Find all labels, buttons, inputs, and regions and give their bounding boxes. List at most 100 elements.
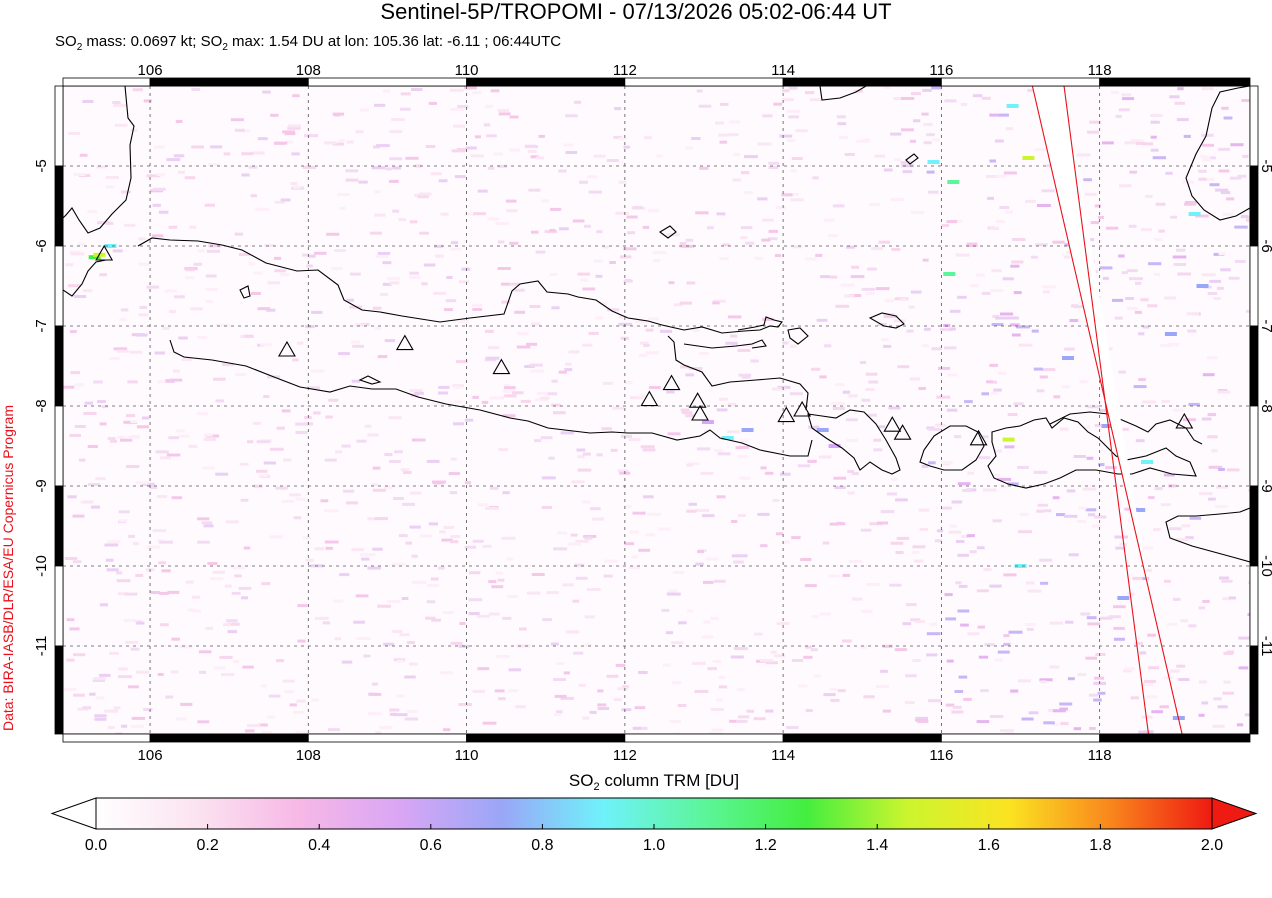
noise-pixel — [73, 693, 85, 697]
noise-pixel — [74, 425, 86, 428]
noise-pixel — [136, 481, 149, 485]
noise-pixel — [1122, 97, 1135, 101]
noise-pixel — [958, 675, 968, 679]
noise-pixel — [954, 690, 964, 693]
noise-pixel — [1007, 413, 1018, 416]
noise-pixel — [404, 675, 416, 679]
noise-pixel — [1068, 553, 1079, 557]
noise-pixel — [576, 448, 586, 452]
noise-pixel — [353, 620, 365, 624]
noise-pixel — [241, 596, 248, 600]
noise-pixel — [126, 414, 136, 418]
noise-pixel — [379, 726, 393, 730]
noise-pixel — [164, 289, 177, 293]
kalimantan-coastline — [819, 86, 867, 101]
noise-pixel — [700, 472, 714, 475]
noise-pixel — [456, 360, 468, 364]
noise-pixel — [1154, 238, 1163, 241]
noise-pixel — [1027, 88, 1035, 92]
x-tick-label: 112 — [613, 62, 637, 79]
noise-pixel — [124, 592, 138, 596]
colorbar-tick-label: 1.2 — [754, 837, 776, 853]
colorbar-tick-label: 1.8 — [1089, 837, 1111, 853]
noise-pixel — [1063, 255, 1071, 259]
noise-pixel — [535, 156, 544, 160]
noise-pixel — [239, 462, 249, 466]
noise-pixel — [110, 439, 117, 443]
noise-pixel — [719, 397, 728, 401]
noise-pixel — [955, 253, 970, 257]
noise-pixel — [597, 703, 607, 707]
noise-pixel — [1138, 332, 1145, 336]
noise-pixel — [967, 632, 980, 636]
noise-pixel — [1176, 248, 1186, 252]
noise-pixel — [400, 92, 411, 96]
noise-pixel — [223, 623, 231, 627]
noise-pixel — [220, 673, 235, 677]
noise-pixel — [449, 247, 462, 251]
noise-pixel — [112, 249, 123, 253]
so2-cell — [943, 272, 956, 276]
noise-pixel — [423, 263, 436, 267]
noise-pixel — [782, 540, 791, 544]
noise-pixel — [1218, 252, 1226, 256]
noise-pixel — [1049, 621, 1063, 625]
noise-pixel — [508, 148, 520, 152]
noise-pixel — [551, 306, 560, 310]
noise-pixel — [1122, 427, 1129, 431]
noise-pixel — [257, 137, 268, 141]
noise-pixel — [823, 693, 836, 697]
noise-pixel — [168, 225, 178, 229]
noise-pixel — [488, 346, 500, 350]
noise-pixel — [230, 118, 244, 122]
noise-pixel — [69, 250, 81, 254]
noise-pixel — [582, 452, 591, 456]
noise-pixel — [868, 380, 879, 384]
noise-pixel — [573, 651, 584, 655]
so2-cell — [1141, 460, 1154, 464]
noise-pixel — [130, 128, 138, 132]
noise-pixel — [118, 675, 132, 679]
noise-pixel — [1073, 455, 1086, 458]
noise-pixel — [976, 546, 985, 550]
noise-pixel — [1223, 651, 1233, 655]
frame-segment-bottom — [149, 733, 309, 743]
noise-pixel — [1215, 505, 1228, 508]
noise-pixel — [895, 551, 904, 554]
noise-pixel — [484, 358, 496, 362]
noise-pixel — [1218, 147, 1230, 151]
noise-pixel — [549, 228, 556, 232]
noise-pixel — [842, 573, 851, 577]
noise-pixel — [1037, 204, 1051, 207]
noise-pixel — [575, 576, 588, 580]
noise-pixel — [468, 612, 480, 616]
noise-pixel — [835, 304, 850, 308]
noise-pixel — [891, 477, 898, 481]
noise-pixel — [64, 557, 78, 560]
noise-pixel — [606, 674, 619, 678]
noise-pixel — [150, 486, 158, 489]
y-tick-label: -8 — [33, 399, 50, 412]
colorbar-max-arrow — [1211, 797, 1258, 830]
noise-pixel — [931, 347, 942, 351]
frame-segment-top — [149, 77, 309, 87]
noise-pixel — [440, 671, 453, 675]
noise-pixel — [255, 207, 269, 211]
noise-pixel — [482, 544, 492, 548]
noise-pixel — [861, 138, 871, 142]
noise-pixel — [786, 726, 799, 729]
noise-pixel — [450, 641, 463, 645]
noise-pixel — [607, 308, 620, 312]
noise-pixel — [234, 128, 245, 132]
noise-pixel — [1236, 723, 1244, 727]
noise-pixel — [1172, 408, 1184, 412]
noise-pixel — [99, 603, 108, 607]
noise-pixel — [1242, 154, 1249, 158]
noise-pixel — [120, 438, 133, 442]
noise-pixel — [284, 690, 294, 694]
noise-pixel — [612, 406, 624, 410]
noise-pixel — [976, 720, 990, 724]
noise-pixel — [1184, 202, 1196, 206]
noise-pixel — [208, 244, 222, 248]
noise-pixel — [912, 545, 926, 549]
